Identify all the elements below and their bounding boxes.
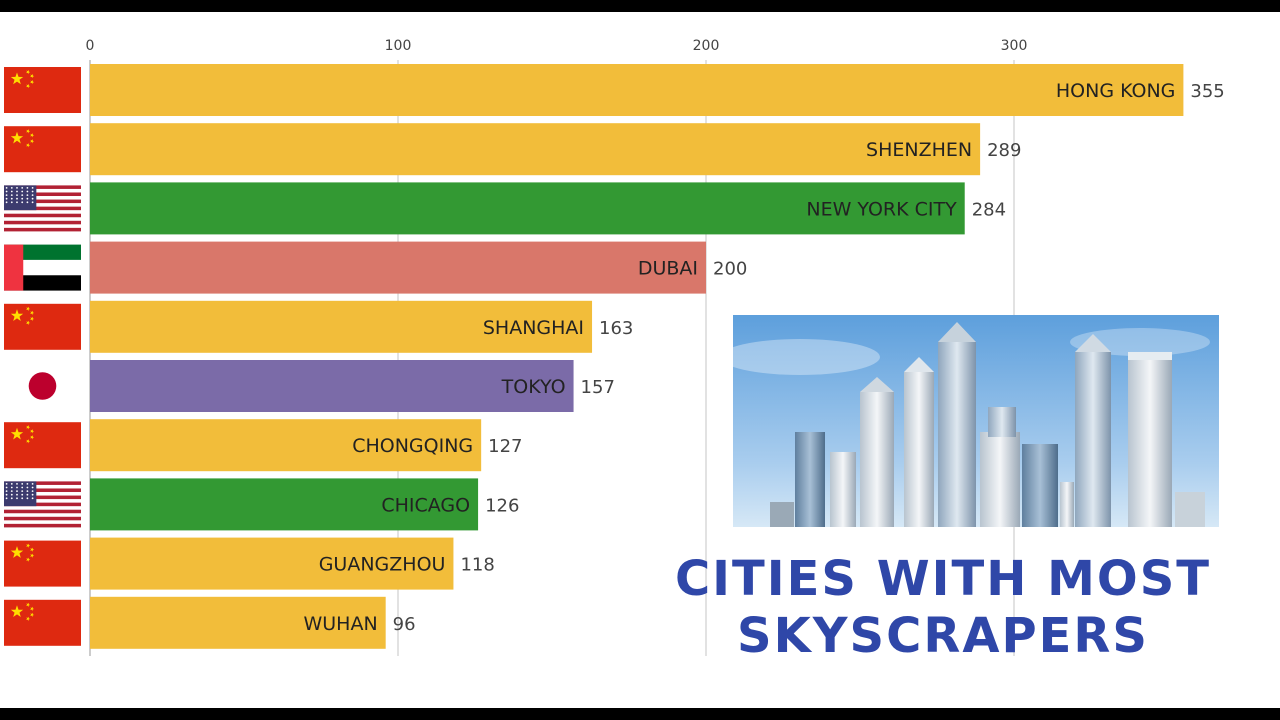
chart-title-line: CITIES WITH MOST xyxy=(675,551,1211,607)
china-flag-icon xyxy=(4,67,81,113)
bar xyxy=(90,596,386,649)
china-flag-icon xyxy=(4,422,81,469)
value-label: 127 xyxy=(488,436,522,457)
bar-label: TOKYO xyxy=(501,376,566,398)
x-axis-ticks: 0 100 200 300 xyxy=(86,38,1028,54)
x-tick-label: 200 xyxy=(693,38,720,54)
bar-label: CHONGQING xyxy=(352,435,473,457)
japan-flag-icon xyxy=(4,363,81,409)
x-tick-label: 100 xyxy=(385,38,412,54)
value-label: 126 xyxy=(485,495,519,516)
china-flag-icon xyxy=(4,303,81,350)
china-flag-icon xyxy=(4,599,81,646)
bar-label: DUBAI xyxy=(638,258,698,280)
usa-flag-icon xyxy=(4,185,81,232)
bar-label: SHANGHAI xyxy=(483,317,584,339)
bar-label: CHICAGO xyxy=(381,494,470,516)
chart-title: CITIES WITH MOST SKYSCRAPERS xyxy=(675,551,1211,664)
value-label: 118 xyxy=(460,555,494,576)
value-label: 284 xyxy=(972,199,1006,220)
bar-chart: 0 100 200 300 HONG KONG 355 SHENZHEN 289 NEW YO… xyxy=(4,38,1225,664)
value-label: 289 xyxy=(987,140,1021,161)
bar xyxy=(90,537,454,590)
bar xyxy=(90,241,706,294)
bar xyxy=(90,419,482,472)
china-flag-icon xyxy=(4,540,81,587)
bar xyxy=(90,182,965,235)
value-label: 355 xyxy=(1190,81,1224,102)
bar-label: NEW YORK CITY xyxy=(806,198,957,220)
x-tick-label: 300 xyxy=(1001,38,1028,54)
value-label: 157 xyxy=(581,377,615,398)
value-label: 163 xyxy=(599,318,633,339)
bar xyxy=(90,300,593,353)
uae-flag-icon xyxy=(4,244,81,291)
bar xyxy=(90,360,574,412)
skyline-photo xyxy=(720,315,1219,527)
x-tick-label: 0 xyxy=(86,38,95,54)
chart-title-line: SKYSCRAPERS xyxy=(737,608,1149,664)
usa-flag-icon xyxy=(4,481,81,528)
bar xyxy=(90,478,479,531)
flag-column xyxy=(4,67,81,646)
value-label: 200 xyxy=(713,259,747,280)
value-label: 96 xyxy=(393,614,416,635)
bar xyxy=(90,64,1184,116)
bar-label: HONG KONG xyxy=(1056,80,1176,102)
chart-stage: 0 100 200 300 HONG KONG 355 SHENZHEN 289 NEW YO… xyxy=(0,12,1280,708)
china-flag-icon xyxy=(4,126,81,173)
bars: HONG KONG 355 SHENZHEN 289 NEW YORK CITY 284 D… xyxy=(90,64,1225,649)
bar-label: WUHAN xyxy=(303,613,377,635)
bar xyxy=(90,123,981,176)
bar-label: GUANGZHOU xyxy=(319,554,446,576)
bar-label: SHENZHEN xyxy=(866,139,972,161)
